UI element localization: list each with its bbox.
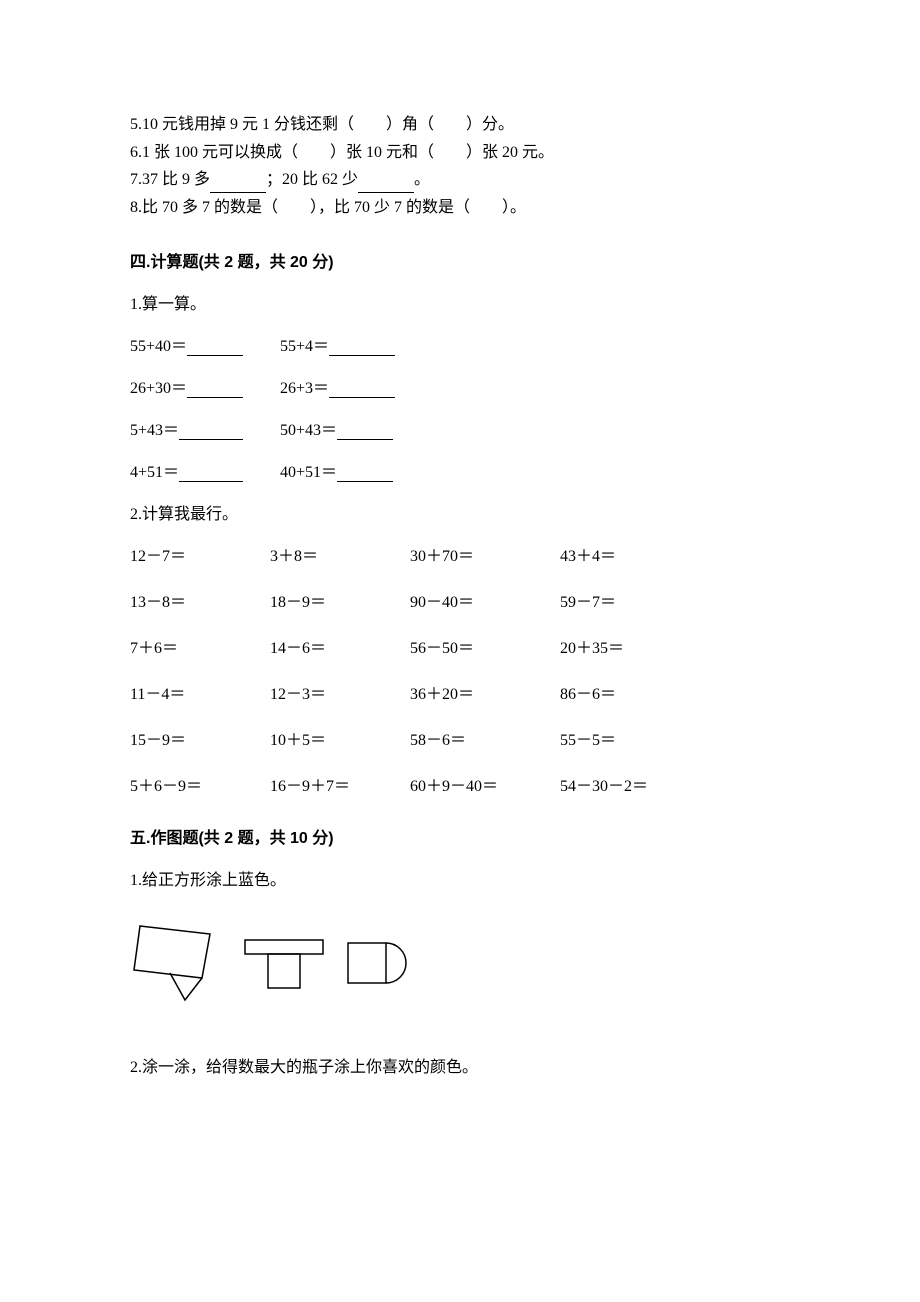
calc-item: 90－40＝ xyxy=(410,588,560,612)
calc-item: 13－8＝ xyxy=(130,588,270,612)
calc-item: 55+4＝ xyxy=(280,332,395,356)
calc-item: 12－3＝ xyxy=(270,680,410,704)
parallelogram-shape xyxy=(134,926,210,1000)
blank xyxy=(210,177,266,193)
section4-q1-prompt: 1.算一算。 xyxy=(130,290,790,314)
calc-item: 26+30＝ xyxy=(130,374,280,398)
calc-item: 43＋4＝ xyxy=(560,542,700,566)
calc-row: 4+51＝ 40+51＝ xyxy=(130,458,790,482)
calc-item: 30＋70＝ xyxy=(410,542,560,566)
calc-item: 50+43＝ xyxy=(280,416,393,440)
calc-row: 5+43＝ 50+43＝ xyxy=(130,416,790,440)
fill-q7-a: 7.37 比 9 多 xyxy=(130,171,210,188)
calc-item: 12－7＝ xyxy=(130,542,270,566)
calc-item: 86－6＝ xyxy=(560,680,700,704)
page: 5.10 元钱用掉 9 元 1 分钱还剩（ ）角（ ）分。 6.1 张 100 … xyxy=(0,0,920,1302)
fill-q7: 7.37 比 9 多 ；20 比 62 少 。 xyxy=(130,167,790,193)
calc-item: 60＋9－40＝ xyxy=(410,772,560,796)
calc-item: 3＋8＝ xyxy=(270,542,410,566)
calc-row: 26+30＝ 26+3＝ xyxy=(130,374,790,398)
calc-item: 55－5＝ xyxy=(560,726,700,750)
calc-item: 5＋6－9＝ xyxy=(130,772,270,796)
calc-item: 54－30－2＝ xyxy=(560,772,700,796)
calc-item: 59－7＝ xyxy=(560,588,700,612)
calc-item: 40+51＝ xyxy=(280,458,393,482)
shapes-figure xyxy=(130,918,790,1013)
calc-item: 26+3＝ xyxy=(280,374,395,398)
section4-header: 四.计算题(共 2 题，共 20 分) xyxy=(130,248,790,272)
calc-item: 58－6＝ xyxy=(410,726,560,750)
t-shape xyxy=(245,940,323,988)
section5-header: 五.作图题(共 2 题，共 10 分) xyxy=(130,824,790,848)
fill-q7-c: 。 xyxy=(414,171,430,188)
fill-q6: 6.1 张 100 元可以换成（ ）张 10 元和（ ）张 20 元。 xyxy=(130,140,790,166)
fill-q5: 5.10 元钱用掉 9 元 1 分钱还剩（ ）角（ ）分。 xyxy=(130,112,790,138)
calc-item: 15－9＝ xyxy=(130,726,270,750)
calc-item: 14－6＝ xyxy=(270,634,410,658)
calc-item: 11－4＝ xyxy=(130,680,270,704)
blank xyxy=(358,177,414,193)
calc-item: 36＋20＝ xyxy=(410,680,560,704)
calc-item: 55+40＝ xyxy=(130,332,280,356)
calc-item: 20＋35＝ xyxy=(560,634,700,658)
section4-q2-prompt: 2.计算我最行。 xyxy=(130,500,790,524)
calc-item: 56－50＝ xyxy=(410,634,560,658)
calc-row: 55+40＝ 55+4＝ xyxy=(130,332,790,356)
calc-grid: 12－7＝ 3＋8＝ 30＋70＝ 43＋4＝ 13－8＝ 18－9＝ 90－4… xyxy=(130,542,790,796)
calc-item: 10＋5＝ xyxy=(270,726,410,750)
calc-item: 7＋6＝ xyxy=(130,634,270,658)
calc-item: 5+43＝ xyxy=(130,416,280,440)
d-shape xyxy=(348,943,406,983)
section5-q1-prompt: 1.给正方形涂上蓝色。 xyxy=(130,866,790,890)
section5-q2-prompt: 2.涂一涂，给得数最大的瓶子涂上你喜欢的颜色。 xyxy=(130,1053,790,1077)
fill-q8: 8.比 70 多 7 的数是（ ），比 70 少 7 的数是（ ）。 xyxy=(130,195,790,221)
fill-q7-b: ；20 比 62 少 xyxy=(266,171,358,188)
calc-item: 4+51＝ xyxy=(130,458,280,482)
calc-item: 18－9＝ xyxy=(270,588,410,612)
shapes-svg xyxy=(130,918,420,1008)
calc-item: 16－9＋7＝ xyxy=(270,772,410,796)
